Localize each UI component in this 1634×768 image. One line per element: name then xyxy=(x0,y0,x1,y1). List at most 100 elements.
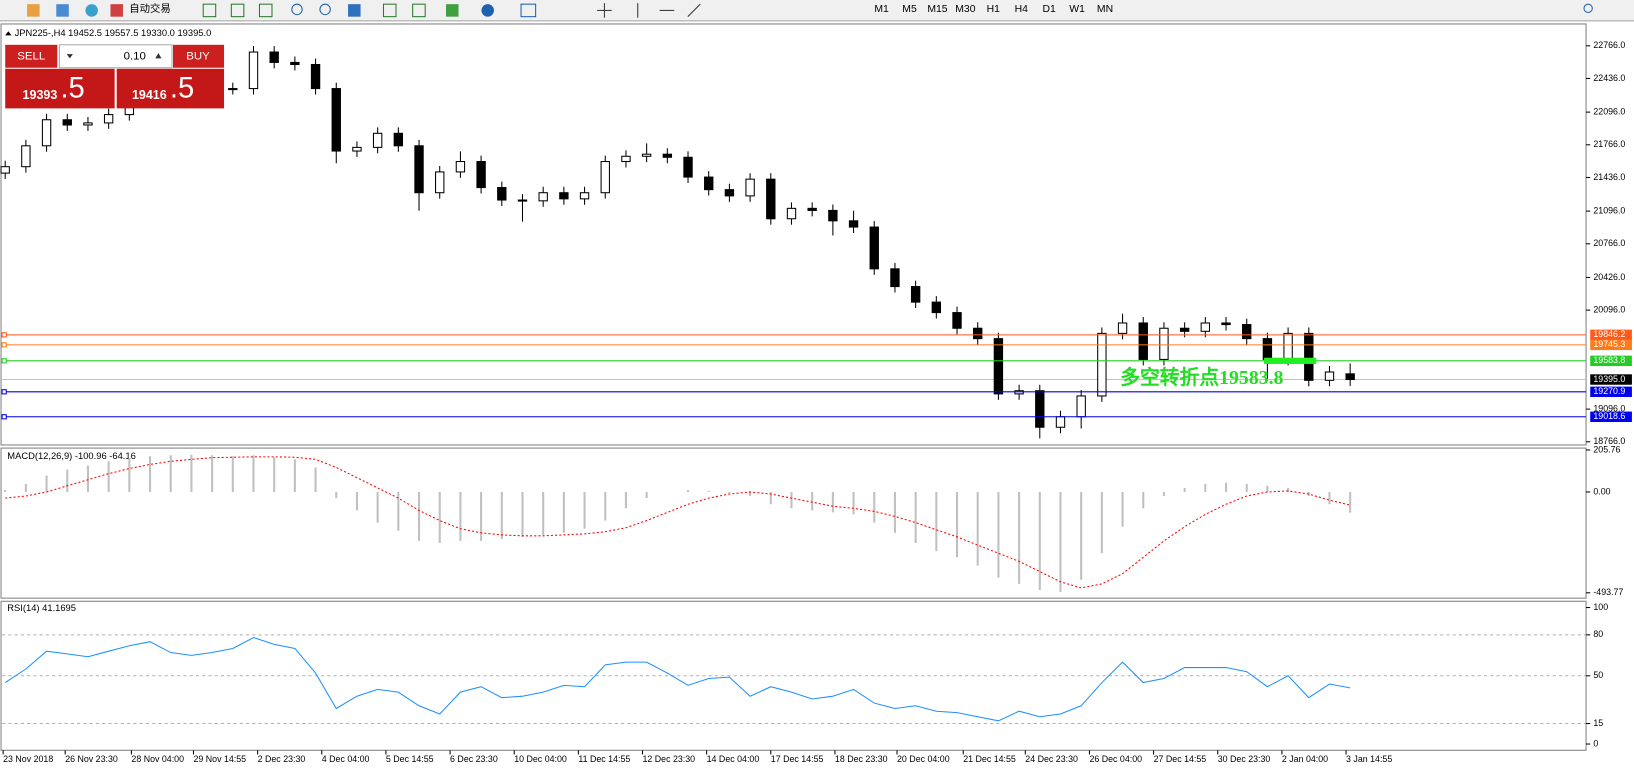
x-tick-label: 2 Jan 04:00 xyxy=(1282,754,1328,764)
toolbar xyxy=(0,0,1634,21)
candle-body xyxy=(910,286,921,303)
icon[interactable] xyxy=(520,3,537,18)
candle-body xyxy=(331,88,341,152)
candle-body xyxy=(745,178,755,197)
bid-price-big[interactable]: .5 xyxy=(60,72,84,104)
sell-label[interactable]: SELL xyxy=(17,50,45,62)
timeframe-button[interactable]: W1 xyxy=(1069,4,1085,15)
candle-body xyxy=(786,207,797,220)
search-icon[interactable] xyxy=(1583,3,1593,14)
x-tick-label: 27 Dec 14:55 xyxy=(1154,754,1207,764)
candle-body xyxy=(228,88,238,91)
auto-trade-icon[interactable] xyxy=(110,4,123,17)
x-tick-label: 6 Dec 23:30 xyxy=(450,754,498,764)
candle-body xyxy=(559,192,569,200)
icon[interactable] xyxy=(412,3,426,18)
auto-trade-label[interactable]: 自动交易 xyxy=(129,2,171,15)
timeframe-button[interactable]: MN xyxy=(1097,4,1113,15)
icon[interactable] xyxy=(446,4,459,17)
candle-body xyxy=(766,178,776,220)
bid-price[interactable]: 19393 xyxy=(23,88,58,102)
annotation-bar xyxy=(1264,357,1317,364)
icon[interactable] xyxy=(348,4,361,17)
candle-body xyxy=(435,171,445,194)
x-tick-label: 23 Nov 2018 xyxy=(3,754,53,764)
candle-body xyxy=(973,327,983,340)
timeframe-button[interactable]: M30 xyxy=(955,4,975,15)
lot-value[interactable]: 0.10 xyxy=(124,50,146,62)
ask-price-big[interactable]: .5 xyxy=(170,72,194,104)
x-tick-label: 10 Dec 04:00 xyxy=(514,754,567,764)
timeframe-button[interactable]: H4 xyxy=(1015,4,1029,15)
candle-body xyxy=(103,114,114,124)
x-tick-label: 11 Dec 14:55 xyxy=(578,754,630,764)
y-tick-label: -493.77 xyxy=(1593,587,1623,597)
x-tick-label: 18 Dec 23:30 xyxy=(835,754,888,764)
timeframe-button[interactable]: M1 xyxy=(874,4,889,15)
lot-input[interactable] xyxy=(58,44,173,69)
icon[interactable] xyxy=(202,3,217,18)
plot-area: 22766.0 22436.0 22096.0 21766.0 21436.0 21096… xyxy=(0,40,1632,764)
icon[interactable] xyxy=(258,3,273,18)
x-tick-label: 2 Dec 23:30 xyxy=(258,754,306,764)
candle-body xyxy=(1221,322,1231,326)
icon[interactable] xyxy=(230,3,245,18)
candle-body xyxy=(1055,416,1066,428)
candle-body xyxy=(662,153,673,158)
candle-body xyxy=(1262,338,1273,360)
line xyxy=(5,456,1351,589)
y-tick-label: 21096.0 xyxy=(1593,205,1625,215)
candle-body xyxy=(517,199,528,202)
icon[interactable] xyxy=(56,4,69,17)
level-label-bg xyxy=(1590,411,1632,422)
candle-body xyxy=(455,161,466,173)
ask-box[interactable] xyxy=(116,68,225,109)
lot-down[interactable] xyxy=(66,54,73,59)
lot-up[interactable] xyxy=(155,53,162,59)
timeframe-button[interactable]: M15 xyxy=(927,4,947,15)
bid-box[interactable] xyxy=(5,68,115,109)
icon[interactable] xyxy=(85,4,98,17)
icon[interactable] xyxy=(481,4,494,17)
candle-body xyxy=(21,145,31,168)
candle-body xyxy=(1345,373,1355,381)
candle-body xyxy=(1324,371,1335,381)
icon[interactable] xyxy=(319,3,331,16)
icon[interactable] xyxy=(382,3,397,18)
y-tick-label: 20426.0 xyxy=(1593,272,1625,282)
annotation: 多空转折点19583.8 xyxy=(1120,366,1283,389)
y-tick-label: 22766.0 xyxy=(1593,40,1625,50)
candle-body xyxy=(641,153,652,157)
timeframe-button[interactable]: D1 xyxy=(1043,4,1057,15)
level-label-bg xyxy=(1590,339,1632,351)
candle-body xyxy=(393,132,404,147)
timeframe-button[interactable]: M5 xyxy=(902,4,917,15)
x-tick-label: 17 Dec 14:55 xyxy=(771,754,824,764)
icon[interactable] xyxy=(27,4,40,17)
x-tick-label: 5 Dec 14:55 xyxy=(386,754,434,764)
candle-body xyxy=(83,122,93,126)
y-tick-label: 0 xyxy=(1593,738,1598,748)
level-label: 19846.2 xyxy=(1593,329,1625,339)
ask-price[interactable]: 19416 xyxy=(132,88,167,102)
icon[interactable] xyxy=(291,3,303,16)
candle-body xyxy=(1304,332,1314,381)
trade-panel: SELL 0.10 BUY 19393 .5 19416 .5 xyxy=(5,44,225,109)
candle-body xyxy=(269,51,279,63)
candle-body xyxy=(724,189,735,197)
y-tick-label: 18766.0 xyxy=(1593,436,1625,446)
main-panel xyxy=(0,23,1587,446)
candle-body xyxy=(1200,322,1211,332)
buy-button[interactable] xyxy=(172,44,225,68)
timeframe-button[interactable]: H1 xyxy=(987,4,1001,15)
x-tick-label: 26 Dec 04:00 xyxy=(1089,754,1142,764)
collapse-icon[interactable] xyxy=(5,31,12,36)
sell-button[interactable] xyxy=(5,44,58,68)
buy-label[interactable]: BUY xyxy=(186,50,210,62)
x-tick-label: 21 Dec 14:55 xyxy=(963,754,1016,764)
y-tick-label: 22096.0 xyxy=(1593,106,1625,116)
icon[interactable] xyxy=(687,3,701,18)
level-handle xyxy=(1,342,7,348)
